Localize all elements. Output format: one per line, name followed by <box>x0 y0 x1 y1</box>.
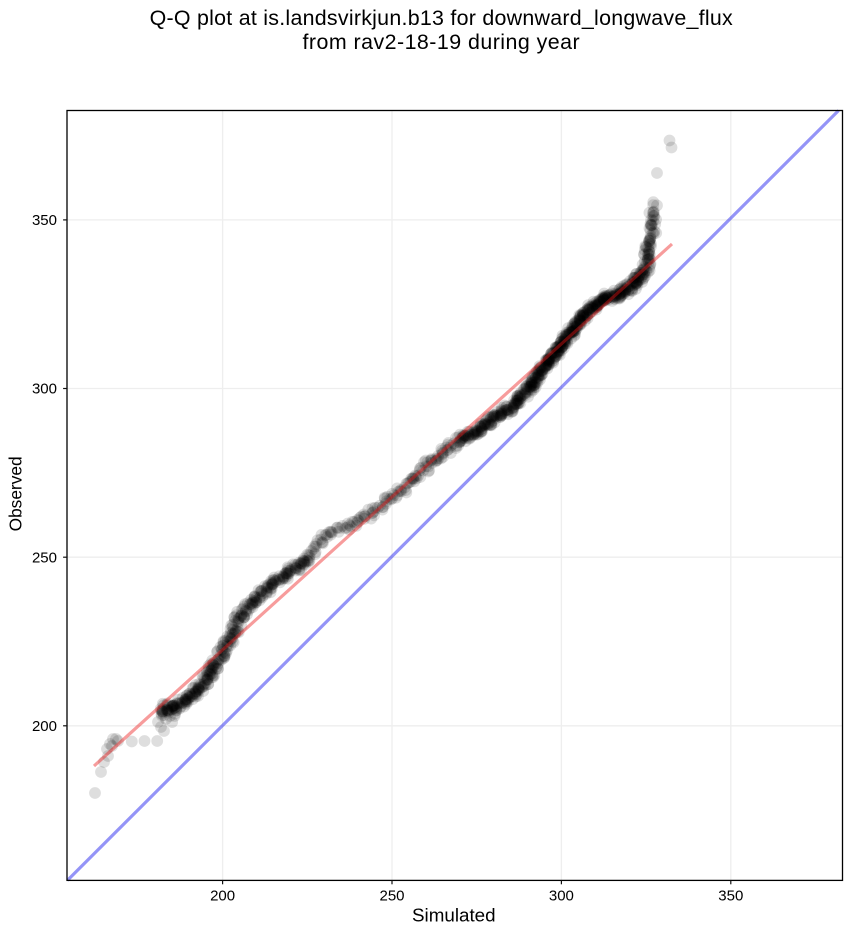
svg-text:350: 350 <box>32 212 57 229</box>
svg-text:Observed: Observed <box>6 456 26 531</box>
svg-text:250: 250 <box>32 549 57 566</box>
svg-text:250: 250 <box>379 888 404 905</box>
svg-text:Q-Q plot at is.landsvirkjun.b1: Q-Q plot at is.landsvirkjun.b13 for down… <box>150 6 733 30</box>
svg-text:350: 350 <box>718 888 743 905</box>
svg-text:200: 200 <box>32 718 57 735</box>
svg-text:Simulated: Simulated <box>412 904 496 925</box>
svg-text:200: 200 <box>210 888 235 905</box>
svg-text:from rav2-18-19 during year: from rav2-18-19 during year <box>303 30 581 54</box>
svg-text:300: 300 <box>32 381 57 398</box>
svg-text:300: 300 <box>549 888 574 905</box>
